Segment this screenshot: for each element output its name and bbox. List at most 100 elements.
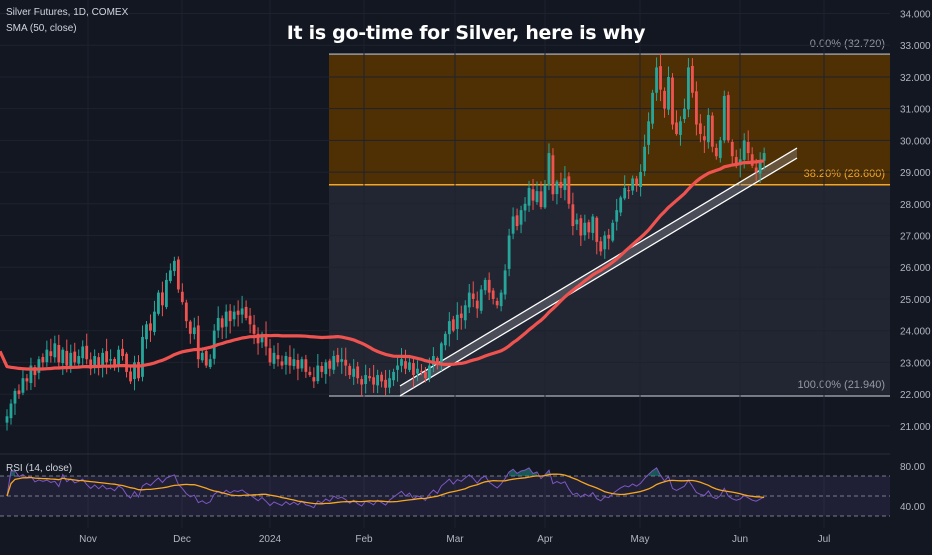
candle-body [563, 178, 567, 190]
candle-body [240, 308, 244, 315]
candle-body [316, 365, 320, 382]
candle-body [758, 162, 762, 174]
candle-body [129, 371, 132, 382]
candle-body [555, 181, 559, 195]
candle-body [643, 146, 646, 172]
rsi-overbought-fill [533, 472, 538, 476]
candle-body [368, 376, 372, 379]
candle-body [467, 292, 471, 308]
candle-body [651, 92, 654, 124]
fib-label-0: 0.00% (32.720) [810, 38, 885, 50]
fibonacci-retracement[interactable]: 0.00% (32.720) 38.20% (28.600) 100.00% (21… [329, 38, 890, 397]
candle-body [344, 359, 348, 366]
price-tick-label: 32.000 [900, 73, 931, 84]
candle-body [196, 325, 200, 360]
candle-body [161, 292, 164, 306]
candle-body [117, 349, 120, 367]
candle-body [420, 370, 423, 372]
candle-body [400, 359, 403, 366]
price-tick-label: 33.000 [900, 41, 931, 52]
sma-legend[interactable]: SMA (50, close) [6, 23, 77, 34]
candle-body [252, 324, 256, 334]
candle-body [145, 324, 148, 340]
candle-body [380, 374, 383, 382]
price-tick-label: 34.000 [900, 10, 931, 21]
candle-body [280, 361, 284, 366]
candle-body [619, 197, 623, 213]
candle-body [260, 333, 264, 343]
candle-body [443, 333, 447, 346]
rsi-overbought-fill [521, 470, 526, 476]
candle-body [208, 359, 212, 368]
candle-body [248, 315, 252, 325]
candle-body [25, 378, 29, 382]
candles[interactable] [5, 53, 766, 431]
candle-body [663, 90, 666, 109]
candle-body [372, 377, 376, 385]
candle-body [65, 350, 69, 366]
candle-body [742, 140, 746, 160]
candle-body [264, 333, 268, 347]
candle-body [455, 314, 459, 330]
candle-body [722, 95, 726, 141]
candle-body [61, 349, 65, 364]
candle-body [77, 356, 81, 364]
candle-body [726, 95, 730, 141]
candle-body [551, 155, 555, 195]
rsi-overbought-fill [10, 471, 15, 476]
candle-body [515, 215, 519, 226]
candle-body [691, 65, 694, 93]
candle-body [93, 356, 97, 368]
candle-body [89, 359, 93, 369]
candle-body [507, 235, 511, 269]
candle-body [17, 390, 21, 395]
candle-body [706, 115, 710, 143]
candle-body [447, 321, 451, 335]
rsi-tick-label: 80.00 [900, 462, 925, 473]
candle-body [579, 218, 583, 236]
candle-body [571, 204, 575, 226]
candle-body [149, 323, 152, 331]
candle-body [718, 140, 722, 158]
candle-body [272, 352, 276, 364]
candle-body [37, 359, 41, 373]
price-tick-label: 26.000 [900, 263, 931, 274]
symbol-legend[interactable]: Silver Futures, 1D, COMEX [6, 7, 129, 18]
candle-body [73, 351, 77, 363]
candle-body [360, 379, 364, 385]
candle-body [292, 359, 296, 367]
candle-body [428, 365, 431, 379]
sma-line [0, 159, 765, 371]
candle-body [172, 260, 176, 272]
candle-body [200, 352, 204, 361]
candle-body [153, 311, 156, 332]
candle-body [312, 377, 316, 382]
candle-body [404, 361, 407, 369]
candle-body [384, 379, 387, 388]
candle-body [57, 344, 61, 363]
candle-body [204, 351, 208, 366]
candle-body [611, 222, 615, 241]
candle-body [288, 356, 292, 366]
candle-body [459, 313, 463, 318]
candle-body [356, 366, 360, 379]
candle-body [483, 279, 487, 291]
candle-body [647, 121, 650, 145]
rsi-legend[interactable]: RSI (14, close) [6, 463, 73, 474]
candle-body [451, 319, 455, 331]
candle-body [33, 367, 37, 376]
candle-body [9, 403, 13, 419]
time-tick-label: Mar [446, 534, 464, 545]
candle-body [133, 362, 136, 380]
rsi-pane[interactable] [0, 453, 890, 517]
candle-body [157, 292, 160, 314]
candle-body [388, 378, 391, 388]
time-tick-label: 2024 [259, 534, 282, 545]
fib-label-100: 100.00% (21.940) [798, 379, 885, 391]
candle-body [324, 362, 328, 375]
candle-body [623, 187, 627, 199]
channel-line-upper [399, 147, 798, 387]
candle-body [29, 365, 33, 384]
